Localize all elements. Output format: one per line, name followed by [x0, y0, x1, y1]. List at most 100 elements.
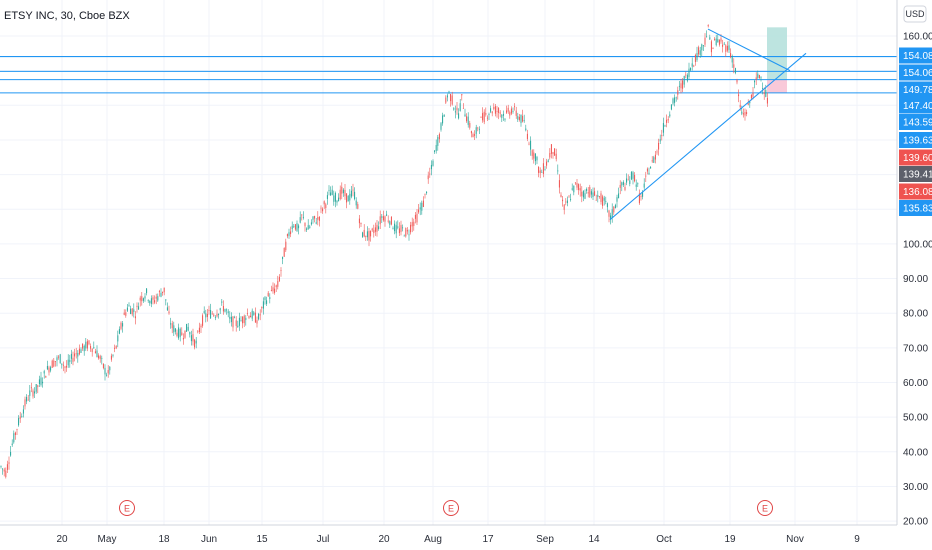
candle-body	[429, 173, 431, 175]
candle-body	[64, 366, 66, 368]
candle-body	[662, 123, 664, 133]
candle-body	[614, 205, 616, 209]
candle-body	[158, 291, 160, 293]
candle-body	[706, 36, 708, 38]
candle-body	[152, 297, 154, 300]
candle-body	[330, 192, 332, 196]
earnings-marker-circle[interactable]	[757, 500, 773, 516]
candle-body	[77, 352, 79, 357]
candle-body	[443, 114, 445, 117]
price-label-bg	[899, 97, 932, 114]
candle-body	[528, 143, 530, 145]
time-tick-label: 18	[158, 534, 170, 545]
price-label-text: 139.41	[903, 170, 932, 181]
candle-body	[570, 199, 572, 200]
candle-body	[245, 317, 247, 320]
grid	[0, 0, 897, 525]
price-label-text: 149.78	[903, 85, 932, 96]
candle-body	[637, 183, 639, 185]
candle-body	[342, 189, 344, 194]
candle-body	[581, 191, 583, 197]
price-label: 147.40	[899, 97, 932, 114]
candle-body	[574, 182, 576, 184]
candle-body	[3, 469, 5, 472]
candle-body	[438, 134, 440, 140]
candle-body	[494, 106, 496, 114]
loss-zone[interactable]	[767, 79, 787, 93]
candle-body	[488, 114, 490, 115]
candle-body	[302, 216, 304, 218]
earnings-marker[interactable]: E	[443, 500, 459, 516]
price-tick-label: 160.00	[903, 32, 932, 43]
candle-body	[272, 287, 274, 292]
candle-body	[602, 196, 604, 206]
unit-button-label[interactable]: USD	[905, 9, 925, 19]
candle-body	[32, 390, 34, 397]
earnings-marker-label[interactable]: E	[762, 504, 768, 514]
candle-body	[538, 166, 540, 173]
candle-body	[346, 193, 348, 203]
candle-body	[419, 207, 421, 210]
candle-body	[648, 172, 650, 175]
candle-body	[474, 134, 476, 136]
candle-body	[29, 390, 31, 396]
unit-button-bg[interactable]	[903, 5, 927, 23]
candle-body	[683, 76, 685, 85]
candle-body	[58, 356, 60, 358]
candle-body	[704, 37, 706, 45]
earnings-marker-label[interactable]: E	[124, 504, 130, 514]
candle-body	[563, 204, 565, 210]
earnings-marker-circle[interactable]	[119, 500, 135, 516]
candle-body	[110, 355, 112, 360]
candle-body	[696, 53, 698, 61]
candle-body	[155, 296, 157, 299]
candle-body	[658, 142, 660, 150]
unit-button[interactable]: USD	[903, 5, 927, 23]
candle-body	[589, 186, 591, 197]
earnings-marker[interactable]: E	[757, 500, 773, 516]
time-axis[interactable]: 20 May 18 Jun 15 Jul 20 Aug 17 Sep 14 Oct 19 Nov 9	[56, 534, 860, 545]
candle-body	[630, 171, 632, 180]
candle-body	[288, 232, 290, 236]
candle-body	[219, 308, 221, 311]
trend-lines[interactable]	[609, 28, 807, 221]
earnings-marker-label[interactable]: E	[448, 504, 454, 514]
candle-body	[16, 429, 18, 430]
candle-body	[349, 193, 351, 201]
candle-body	[578, 184, 580, 190]
candle-body	[213, 314, 215, 316]
horizontal-levels[interactable]	[0, 56, 897, 94]
candle-body	[613, 206, 615, 213]
candle-body	[6, 464, 8, 470]
candle-body	[435, 144, 437, 151]
candle-body	[82, 343, 84, 349]
candle-body	[221, 301, 223, 303]
candle-body	[517, 116, 519, 120]
candle-body	[194, 339, 196, 348]
candle-body	[355, 200, 357, 206]
trend-line[interactable]	[609, 52, 807, 221]
earnings-marker[interactable]: E	[119, 500, 135, 516]
candle-body	[197, 331, 199, 333]
trend-line[interactable]	[707, 28, 791, 72]
earnings-marker-circle[interactable]	[443, 500, 459, 516]
candle-body	[18, 418, 20, 426]
candle-body	[590, 191, 592, 195]
candle-body	[526, 133, 528, 139]
candle-body	[616, 197, 618, 202]
candle-body	[514, 106, 516, 108]
candle-body	[307, 225, 309, 230]
candle-body	[317, 217, 319, 220]
candle-body	[264, 297, 266, 300]
candle-body	[395, 225, 397, 234]
price-tick-label: 40.00	[903, 447, 928, 458]
candle-body	[533, 152, 535, 159]
candle-body	[96, 350, 98, 358]
candle-body	[78, 348, 80, 355]
candle-body	[301, 214, 303, 216]
candle-body	[275, 285, 277, 288]
candle-body	[354, 191, 356, 200]
candle-body	[387, 220, 389, 222]
